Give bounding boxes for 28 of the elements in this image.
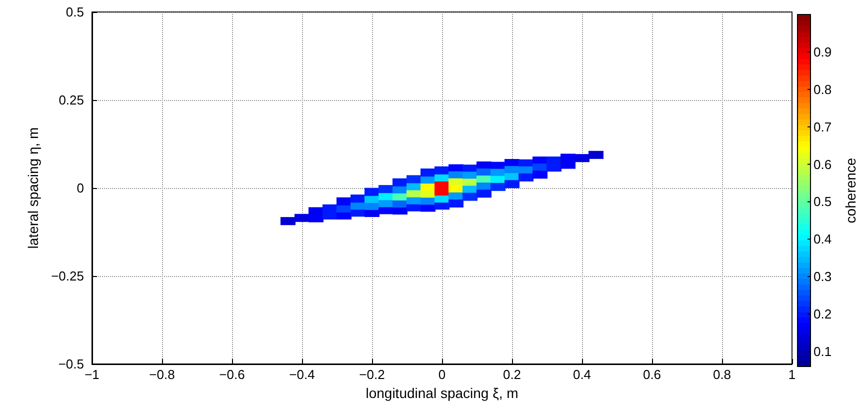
x-tick-label: −0.4	[289, 367, 315, 382]
x-axis-title: longitudinal spacing ξ, m	[366, 384, 518, 401]
y-tick-label: 0	[76, 180, 84, 196]
x-tick-label: 0	[438, 367, 446, 382]
x-tick-label: 0.8	[712, 367, 732, 382]
x-tick-label: −0.8	[149, 367, 175, 382]
color-bar-label: 0.5	[814, 194, 832, 210]
x-tick-label: 0.2	[502, 367, 522, 382]
x-tick-label: 0.6	[642, 367, 662, 382]
y-tick-label: 0.25	[58, 92, 84, 108]
y-tick-label: 0.5	[66, 4, 84, 20]
color-bar-label: 0.6	[814, 156, 832, 172]
x-tick-label: −0.2	[359, 367, 385, 382]
color-bar-title: coherence	[842, 158, 858, 224]
color-bar-label: 0.2	[814, 306, 832, 322]
y-axis-title: lateral spacing η, m	[25, 127, 42, 249]
color-bar-label: 0.9	[814, 44, 832, 60]
y-tick-label: −0.25	[51, 268, 84, 284]
color-bar-label: 0.7	[814, 119, 832, 134]
color-bar-label: 0.3	[814, 269, 832, 284]
x-tick-label: 0.4	[572, 367, 592, 382]
y-tick-label: −0.5	[58, 356, 84, 372]
color-bar-label: 0.4	[814, 232, 832, 247]
color-bar-label: 0.8	[814, 82, 832, 97]
x-tick-label: 1	[788, 367, 796, 382]
x-tick-label: −0.6	[219, 367, 245, 382]
color-bar-label: 0.1	[814, 344, 832, 360]
x-tick-label: −1	[84, 367, 100, 382]
